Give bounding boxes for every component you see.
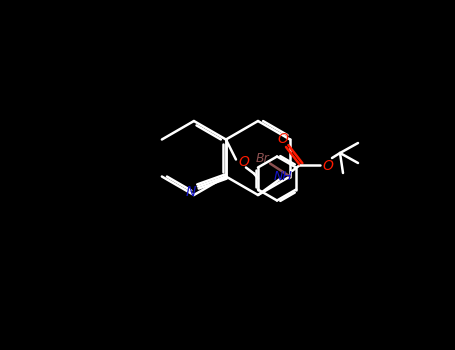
Text: O: O: [278, 132, 288, 146]
Text: O: O: [323, 159, 334, 173]
Text: O: O: [238, 154, 249, 168]
Text: NH: NH: [273, 169, 293, 182]
Text: N: N: [186, 184, 196, 198]
Text: Br: Br: [255, 152, 269, 165]
